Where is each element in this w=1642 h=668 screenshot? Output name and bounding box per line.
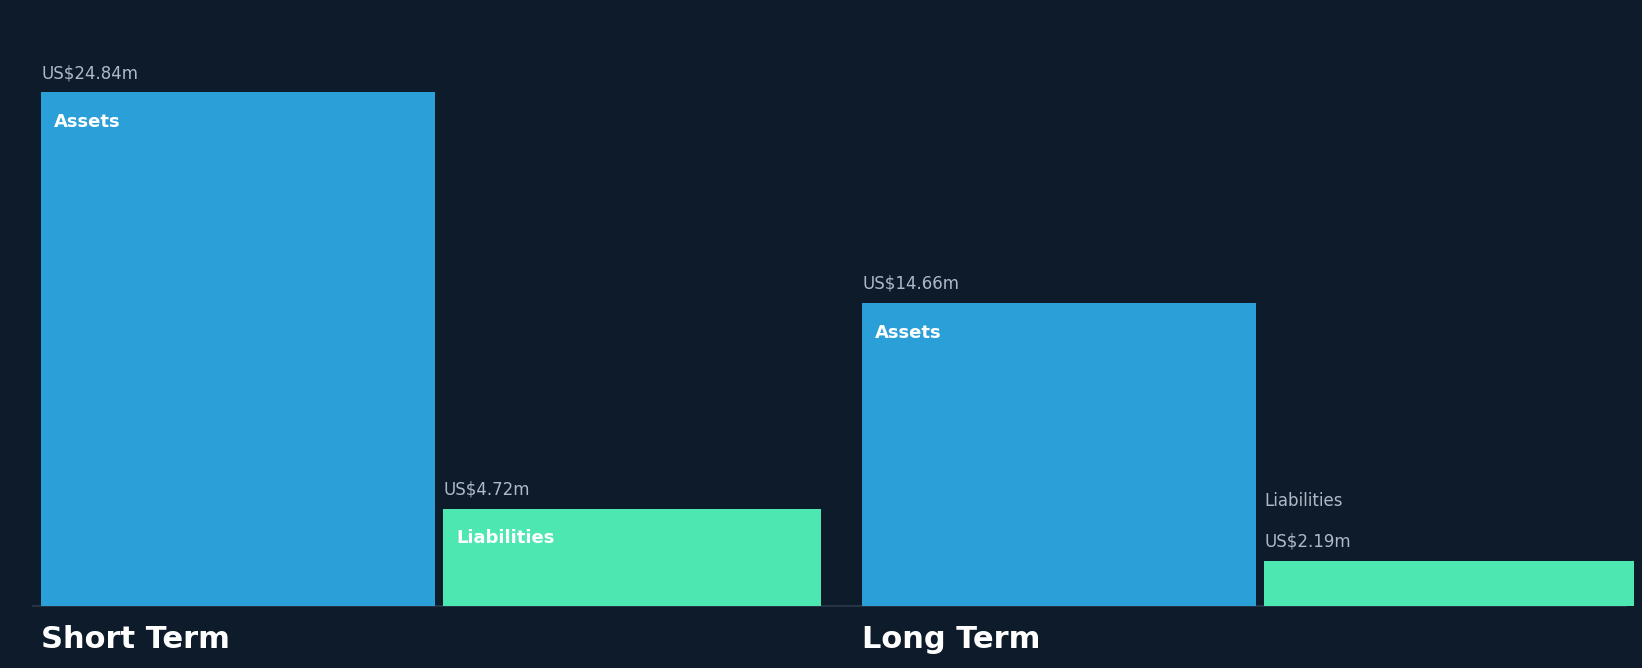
Text: US$24.84m: US$24.84m — [41, 64, 138, 82]
FancyBboxPatch shape — [1264, 561, 1634, 607]
Text: Long Term: Long Term — [862, 625, 1041, 654]
FancyBboxPatch shape — [41, 92, 435, 607]
Text: Liabilities: Liabilities — [456, 529, 555, 547]
Text: Liabilities: Liabilities — [1264, 492, 1343, 510]
Text: Assets: Assets — [875, 323, 943, 341]
Text: Assets: Assets — [54, 113, 122, 131]
FancyBboxPatch shape — [443, 509, 821, 607]
Text: US$2.19m: US$2.19m — [1264, 533, 1351, 550]
Text: Short Term: Short Term — [41, 625, 230, 654]
Text: US$14.66m: US$14.66m — [862, 275, 959, 293]
FancyBboxPatch shape — [862, 303, 1256, 607]
Text: US$4.72m: US$4.72m — [443, 480, 530, 498]
